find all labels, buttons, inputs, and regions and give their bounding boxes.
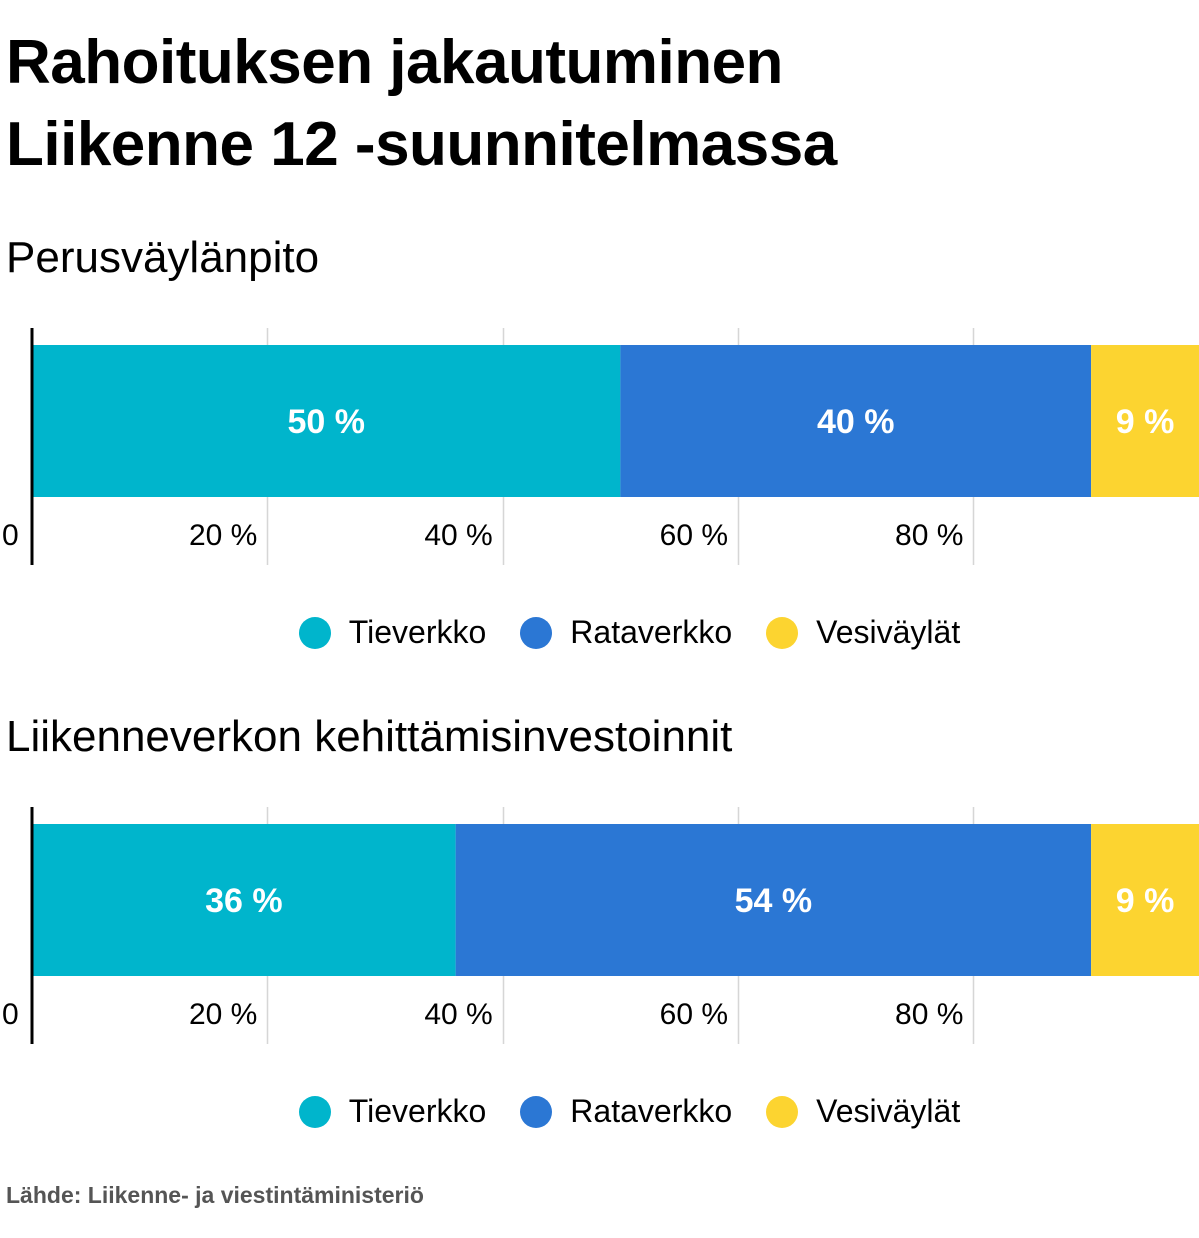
tick-label: 80 % (895, 998, 963, 1031)
data-label: 36 % (205, 882, 283, 920)
data-label: 40 % (817, 403, 895, 441)
legend-label: Vesiväylät (816, 1093, 961, 1129)
legend-label: Rataverkko (570, 1093, 733, 1129)
chart-title: Perusväylänpito (6, 233, 320, 282)
bar-segment-rataverkko (620, 345, 1092, 497)
chart-kehittamisinvestoinnit: Liikenneverkon kehittämisinvestoinnit 36… (0, 711, 1199, 1141)
tick-label: 40 % (424, 998, 492, 1031)
data-label: 9 % (1116, 882, 1175, 920)
data-label: 9 % (1116, 403, 1175, 441)
legend-item-rataverkko: Rataverkko (520, 1093, 732, 1130)
legend: Tieverkko Rataverkko Vesiväylät (0, 1093, 1199, 1130)
legend-label: Tieverkko (348, 1093, 487, 1129)
legend-label: Rataverkko (570, 614, 733, 650)
tick-label: 40 % (424, 519, 492, 552)
legend-label: Vesiväylät (816, 614, 961, 650)
legend-label: Tieverkko (348, 614, 487, 650)
legend-swatch-rataverkko (520, 1095, 553, 1128)
bar-chart: 50 % 40 % 9 % 0 20 % 40 % 60 % 80 % (2, 328, 1199, 565)
bar-segment-vesiväylät (1091, 345, 1199, 497)
page-title: Rahoituksen jakautuminen Liikenne 12 -su… (6, 22, 837, 186)
bar-segment-tieverkko (32, 824, 456, 976)
tick-label: 0 (2, 519, 19, 552)
tick-label: 80 % (895, 519, 963, 552)
source-note: Lähde: Liikenne- ja viestintäministeriö (6, 1182, 424, 1208)
legend: Tieverkko Rataverkko Vesiväylät (0, 614, 1199, 651)
bar-segment-vesiväylät (1091, 824, 1199, 976)
legend-item-tieverkko: Tieverkko (298, 614, 487, 651)
title-line-2: Liikenne 12 -suunnitelmassa (6, 110, 837, 179)
title-line-1: Rahoituksen jakautuminen (6, 28, 783, 97)
tick-label: 0 (2, 998, 19, 1031)
tick-label: 60 % (660, 519, 728, 552)
legend-item-vesivaylat: Vesiväylät (766, 1093, 960, 1130)
chart-title: Liikenneverkon kehittämisinvestoinnit (6, 712, 733, 761)
data-label: 50 % (287, 403, 365, 441)
bar-segment-rataverkko (455, 824, 1092, 976)
legend-item-vesivaylat: Vesiväylät (766, 614, 960, 651)
legend-item-rataverkko: Rataverkko (520, 614, 732, 651)
legend-item-tieverkko: Tieverkko (298, 1093, 487, 1130)
chart-perusvaylanpito: Perusväylänpito 50 % 40 % 9 % 0 20 % 40 % 60 %… (0, 232, 1199, 662)
bar-chart: 36 % 54 % 9 % 0 20 % 40 % 60 % 80 % (2, 807, 1199, 1044)
tick-label: 20 % (189, 519, 257, 552)
tick-label: 20 % (189, 998, 257, 1031)
data-label: 54 % (735, 882, 813, 920)
legend-swatch-vesivaylat (766, 616, 799, 649)
tick-label: 60 % (660, 998, 728, 1031)
bar-segment-tieverkko (32, 345, 621, 497)
legend-swatch-tieverkko (298, 616, 331, 649)
legend-swatch-vesivaylat (766, 1095, 799, 1128)
legend-swatch-rataverkko (520, 616, 553, 649)
legend-swatch-tieverkko (298, 1095, 331, 1128)
